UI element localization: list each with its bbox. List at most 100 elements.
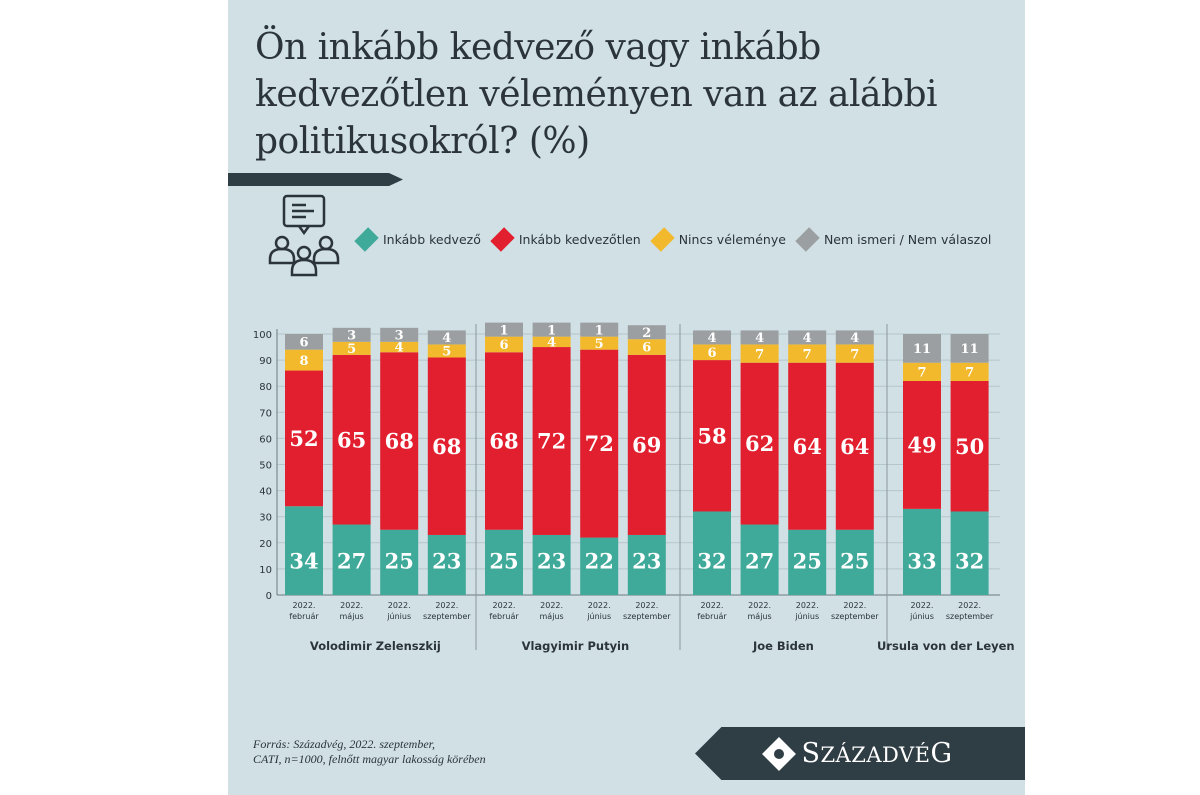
data-label: 64: [793, 434, 822, 459]
x-tick-month: június: [386, 612, 411, 621]
group-label: Volodimir Zelenszkij: [310, 639, 441, 653]
x-tick-year: 2022.: [540, 601, 563, 610]
bar-segment: [740, 344, 779, 363]
bar-segment: [693, 511, 731, 595]
bar-segment: [903, 334, 941, 363]
x-tick-month: június: [586, 612, 611, 621]
data-label: 72: [585, 431, 614, 456]
y-tick-label: 100: [253, 330, 272, 341]
title-underline-bar: [228, 173, 403, 186]
people-discussion-icon: [268, 194, 340, 277]
x-tick-month: május: [748, 612, 772, 621]
y-tick-label: 30: [259, 513, 272, 524]
data-label: 3: [395, 329, 404, 344]
data-label: 11: [961, 342, 979, 357]
bar-segment: [627, 354, 666, 535]
bar-segment: [532, 336, 571, 348]
data-label: 25: [793, 549, 822, 574]
data-label: 5: [442, 345, 451, 360]
x-tick-year: 2022.: [748, 601, 771, 610]
bar-segment: [332, 354, 371, 525]
data-label: 68: [432, 434, 461, 459]
bar-segment: [485, 322, 523, 337]
bar-segment: [580, 336, 619, 350]
data-label: 64: [840, 434, 869, 459]
x-tick-month: szeptember: [831, 612, 879, 621]
bar-segment: [580, 349, 619, 538]
bar-segment: [332, 524, 371, 595]
bar-segment: [627, 534, 666, 595]
legend-item-favorable: Inkább kedvező: [354, 227, 481, 252]
y-tick-label: 0: [266, 591, 272, 602]
data-label: 8: [299, 354, 308, 369]
data-label: 34: [289, 549, 318, 574]
bar-segment: [788, 529, 827, 595]
data-label: 7: [850, 347, 859, 362]
x-tick-year: 2022.: [701, 601, 724, 610]
data-label: 7: [917, 366, 926, 381]
x-tick-month: szeptember: [946, 612, 994, 621]
bar-segment: [740, 362, 779, 525]
bar-segment: [285, 334, 323, 350]
logo-text: SZÁZADVÉG: [801, 738, 953, 769]
data-label: 68: [489, 429, 518, 454]
bar-segment: [380, 352, 419, 530]
bar-segment: [485, 529, 523, 595]
bar-segment: [532, 534, 571, 595]
y-tick-label: 60: [259, 434, 272, 445]
bar-segment: [285, 506, 323, 595]
data-label: 4: [547, 336, 556, 351]
data-label: 4: [755, 331, 764, 346]
data-label: 4: [803, 331, 812, 346]
bar-segment: [788, 330, 827, 345]
data-label: 69: [632, 432, 661, 457]
y-tick-label: 20: [259, 539, 272, 550]
legend-label: Inkább kedvező: [383, 232, 481, 247]
bar-segment: [950, 380, 989, 512]
bar-segment: [427, 357, 466, 535]
x-tick-year: 2022.: [796, 601, 819, 610]
bar-segment: [532, 347, 571, 535]
y-tick-label: 80: [259, 382, 272, 393]
x-tick-month: február: [489, 612, 519, 621]
source-line: CATI, n=1000, felnőtt magyar lakosság kö…: [253, 752, 486, 766]
data-label: 52: [289, 426, 318, 451]
bar-segment: [788, 344, 827, 363]
data-label: 6: [707, 346, 716, 361]
data-label: 5: [595, 337, 604, 352]
data-label: 3: [347, 329, 356, 344]
data-label: 7: [755, 347, 764, 362]
x-tick-month: szeptember: [623, 612, 671, 621]
data-label: 7: [965, 366, 974, 381]
bar-segment: [627, 339, 666, 355]
logo-emblem-icon: [762, 736, 797, 771]
y-tick-label: 40: [259, 487, 272, 498]
bar-segment: [380, 341, 419, 353]
bar-segment: [788, 362, 827, 530]
bar-segment: [740, 524, 779, 595]
data-label: 23: [632, 549, 661, 574]
legend-item-unknown: Nem ismeri / Nem válaszol: [795, 227, 991, 252]
bar-segment: [903, 362, 941, 381]
data-label: 32: [955, 549, 984, 574]
bar-segment: [835, 344, 874, 363]
x-tick-month: június: [909, 612, 934, 621]
data-label: 22: [585, 549, 614, 574]
x-tick-month: február: [289, 612, 319, 621]
bar-segment: [627, 325, 666, 340]
x-tick-year: 2022.: [293, 601, 316, 610]
bar-segment: [380, 327, 419, 342]
bar-segment: [427, 534, 466, 595]
data-label: 2: [642, 326, 651, 341]
legend-item-no-opinion: Nincs véleménye: [650, 227, 786, 252]
bar-segment: [950, 511, 989, 595]
data-label: 25: [840, 549, 869, 574]
bar-segment: [903, 508, 941, 595]
data-label: 25: [489, 549, 518, 574]
group-label: Vlagyimir Putyin: [522, 639, 630, 653]
y-tick-label: 10: [259, 565, 272, 576]
y-tick-label: 50: [259, 461, 272, 472]
bar-segment: [532, 322, 571, 337]
data-label: 4: [442, 331, 451, 346]
